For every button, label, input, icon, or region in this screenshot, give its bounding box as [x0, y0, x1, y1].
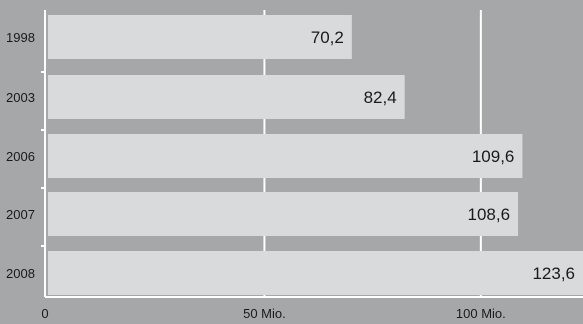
- value-label-2006: 109,6: [472, 147, 515, 166]
- bar-2007: [48, 192, 519, 236]
- value-label-2007: 108,6: [468, 205, 511, 224]
- x-tick-label-0: 0: [41, 306, 48, 321]
- category-label-2003: 2003: [6, 90, 35, 105]
- x-tick-label-100: 100 Mio.: [456, 306, 506, 321]
- bar-2006: [48, 134, 523, 178]
- axes: [41, 10, 583, 298]
- bar-2008: [48, 251, 583, 295]
- bar-1998: [48, 15, 352, 59]
- category-label-2008: 2008: [6, 266, 35, 281]
- category-label-2007: 2007: [6, 207, 35, 222]
- x-tick-label-50: 50 Mio.: [243, 306, 286, 321]
- value-label-2003: 82,4: [364, 88, 397, 107]
- category-label-2006: 2006: [6, 149, 35, 164]
- bar-2003: [48, 75, 405, 119]
- labels: 70,2 1998 82,4 2003 109,6 2006 108,6 2007 123,6 2…: [6, 28, 575, 321]
- category-label-1998: 1998: [6, 30, 35, 45]
- value-label-1998: 70,2: [311, 28, 344, 47]
- bars: [48, 15, 583, 295]
- value-label-2008: 123,6: [532, 264, 575, 283]
